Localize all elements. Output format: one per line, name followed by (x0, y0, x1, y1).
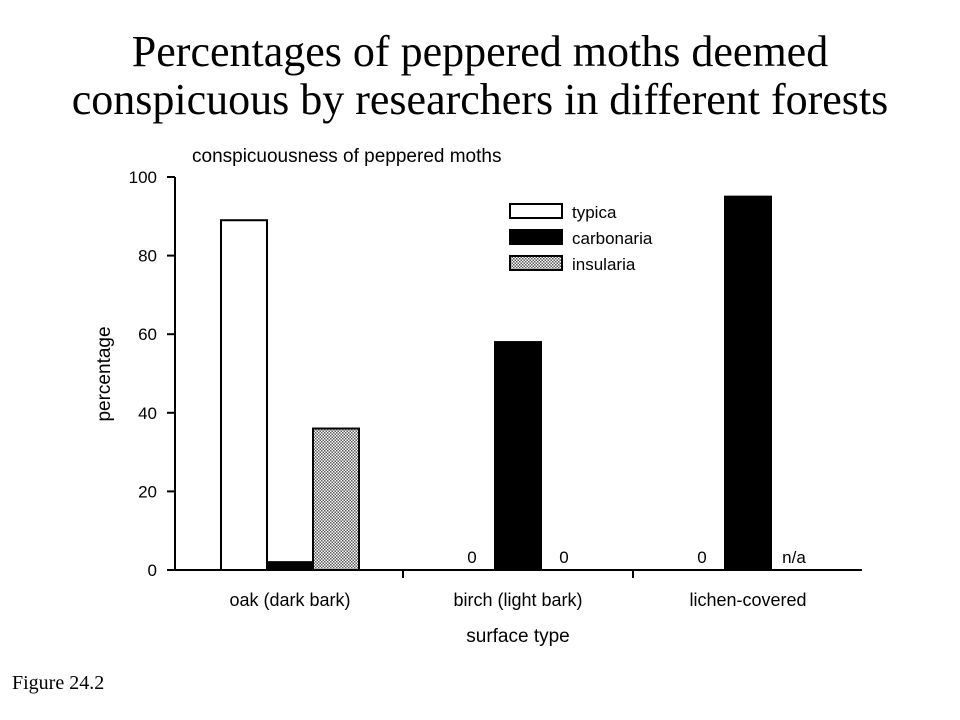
x-tick-label: oak (dark bark) (229, 590, 350, 610)
legend-label-carbonaria: carbonaria (572, 229, 653, 248)
legend-label-typica: typica (572, 203, 617, 222)
chart-labels: 0 20 40 60 80 100 oak (dark bark) birch (light … (129, 168, 807, 610)
chart-legend: typica carbonaria insularia (509, 203, 653, 274)
bar-value-label: n/a (782, 548, 806, 567)
legend-label-insularia: insularia (572, 255, 636, 274)
y-tick-label: 40 (138, 404, 157, 423)
figure-label: Figure 24.2 (12, 672, 105, 694)
slide-title-line-1: Percentages of peppered moths deemed (131, 27, 829, 76)
bar-insularia (312, 427, 360, 571)
bar-value-label: 0 (697, 548, 706, 567)
bar-carbonaria (724, 195, 772, 571)
slide-title: Percentages of peppered moths deemed con… (0, 28, 960, 124)
bar-carbonaria (266, 561, 314, 572)
y-tick-label: 0 (148, 561, 157, 580)
legend-swatch-typica (509, 203, 563, 219)
bar-typica (220, 219, 268, 571)
legend-swatch-insularia (509, 255, 563, 271)
y-axis-label: percentage (94, 326, 115, 421)
chart-bars (220, 195, 772, 572)
bar-value-label: 0 (467, 548, 476, 567)
bar-value-label: 0 (559, 548, 568, 567)
y-tick-label: 20 (138, 482, 157, 501)
slide-title-line-2: conspicuous by researchers in different … (71, 75, 889, 124)
y-tick-label: 60 (138, 325, 157, 344)
x-tick-label: birch (light bark) (453, 590, 582, 610)
y-tick-label: 100 (129, 168, 157, 187)
x-axis-label: surface type (466, 626, 570, 647)
chart-title: conspicuousness of peppered moths (192, 146, 501, 167)
y-tick-label: 80 (138, 247, 157, 266)
bar-carbonaria (494, 341, 542, 571)
legend-swatch-carbonaria (509, 229, 563, 245)
x-tick-label: lichen-covered (689, 590, 806, 610)
